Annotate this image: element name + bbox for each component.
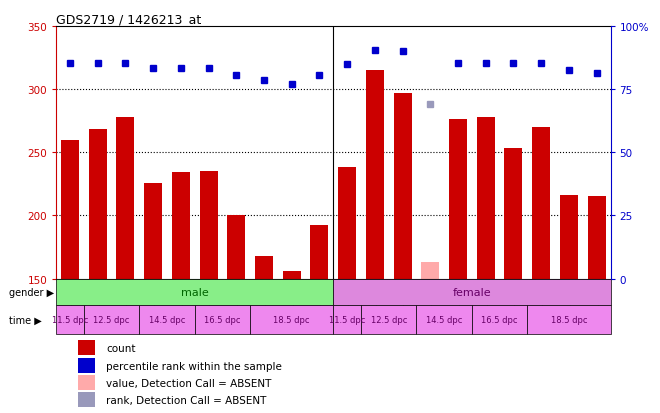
Bar [361,305,416,335]
Text: 14.5 dpc: 14.5 dpc [148,316,185,325]
Bar [333,279,610,305]
Bar [421,263,440,279]
Text: GDS2719 / 1426213_at: GDS2719 / 1426213_at [56,13,201,26]
Text: 14.5 dpc: 14.5 dpc [426,316,463,325]
Text: 18.5 dpc: 18.5 dpc [273,316,310,325]
Text: 11.5 dpc: 11.5 dpc [51,316,88,325]
Text: 12.5 dpc: 12.5 dpc [370,316,407,325]
Bar [310,226,329,279]
Bar [79,375,95,390]
Bar [199,172,218,279]
Bar [56,305,84,335]
Text: 16.5 dpc: 16.5 dpc [481,316,518,325]
Text: female: female [453,287,491,297]
Bar [79,358,95,373]
Bar [393,94,412,279]
Bar [144,183,162,279]
Bar [84,305,139,335]
Bar [172,173,190,279]
Text: 12.5 dpc: 12.5 dpc [93,316,130,325]
Bar [56,279,333,305]
Bar [195,305,250,335]
Bar [282,271,301,279]
Text: 11.5 dpc: 11.5 dpc [329,316,366,325]
Bar [504,149,523,279]
Bar [61,140,79,279]
Bar [333,305,361,335]
Text: gender ▶: gender ▶ [9,287,54,297]
Bar [560,196,578,279]
Text: time ▶: time ▶ [9,315,42,325]
Bar [532,128,550,279]
Bar [88,130,107,279]
Bar [338,168,356,279]
Bar [587,197,606,279]
Bar [116,118,135,279]
Text: rank, Detection Call = ABSENT: rank, Detection Call = ABSENT [106,395,267,405]
Bar [477,118,495,279]
Bar [139,305,195,335]
Bar [227,216,246,279]
Bar [366,71,384,279]
Text: 16.5 dpc: 16.5 dpc [204,316,241,325]
Text: 18.5 dpc: 18.5 dpc [550,316,587,325]
Bar [472,305,527,335]
Bar [79,341,95,355]
Bar [527,305,610,335]
Bar [79,392,95,407]
Bar [255,256,273,279]
Text: percentile rank within the sample: percentile rank within the sample [106,361,282,371]
Bar [449,120,467,279]
Bar [416,305,472,335]
Text: count: count [106,343,135,353]
Bar [250,305,333,335]
Text: value, Detection Call = ABSENT: value, Detection Call = ABSENT [106,378,271,388]
Text: male: male [181,287,209,297]
